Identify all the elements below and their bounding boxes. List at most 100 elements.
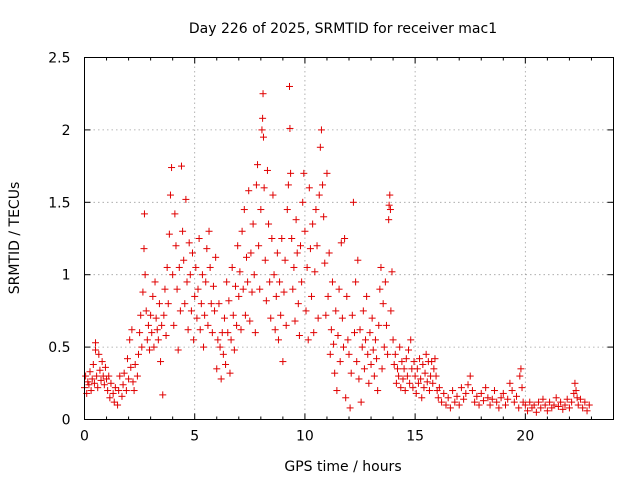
data-points — [81, 82, 593, 416]
data-point — [85, 381, 93, 389]
data-point — [431, 355, 439, 363]
data-point — [366, 329, 374, 337]
data-point — [204, 321, 212, 329]
data-point — [388, 268, 396, 276]
data-point — [271, 326, 279, 334]
data-point — [146, 346, 154, 354]
data-point — [185, 239, 193, 247]
y-tick-label: 0.5 — [48, 340, 70, 356]
data-point — [357, 398, 365, 406]
data-point — [530, 401, 538, 409]
data-point — [224, 329, 232, 337]
data-point — [212, 253, 220, 261]
data-point — [518, 384, 526, 392]
data-point — [363, 292, 371, 300]
data-point — [184, 326, 192, 334]
data-point — [583, 407, 591, 415]
data-point — [192, 263, 200, 271]
data-point — [186, 271, 194, 279]
data-point — [141, 271, 149, 279]
data-point — [105, 372, 113, 380]
data-point — [327, 326, 335, 334]
data-point — [88, 375, 96, 383]
data-point — [294, 300, 302, 308]
data-point — [247, 249, 255, 257]
data-point — [258, 126, 266, 134]
data-point — [128, 326, 136, 334]
data-point — [501, 401, 509, 409]
data-point — [565, 404, 573, 412]
data-point — [581, 398, 589, 406]
data-point — [203, 245, 211, 253]
data-point — [270, 271, 278, 279]
data-point — [513, 392, 521, 400]
data-point — [165, 230, 173, 238]
data-point — [100, 381, 108, 389]
x-tick-label: 10 — [296, 429, 314, 445]
y-tick-label: 2.5 — [48, 51, 70, 67]
data-point — [432, 372, 440, 380]
data-point — [92, 346, 100, 354]
data-point — [414, 379, 422, 387]
data-point — [170, 321, 178, 329]
data-point — [323, 169, 331, 177]
data-point — [84, 378, 92, 386]
data-point — [291, 317, 299, 325]
data-point — [515, 404, 523, 412]
data-point — [129, 378, 137, 386]
data-point — [289, 285, 297, 293]
data-point — [127, 363, 135, 371]
data-point — [238, 227, 246, 235]
data-point — [342, 394, 350, 402]
data-point — [406, 379, 414, 387]
data-point — [217, 375, 225, 383]
data-point — [573, 394, 581, 402]
data-point — [535, 398, 543, 406]
data-point — [138, 343, 146, 351]
data-point — [149, 292, 157, 300]
data-point — [391, 350, 399, 358]
data-point — [260, 184, 268, 192]
data-point — [106, 394, 114, 402]
data-point — [123, 355, 131, 363]
data-point — [355, 375, 363, 383]
data-point — [297, 242, 305, 250]
data-point — [148, 329, 156, 337]
y-tick-label: 1.5 — [48, 195, 70, 211]
data-point — [453, 392, 461, 400]
data-point — [571, 379, 579, 387]
data-point — [280, 288, 288, 296]
data-point — [380, 343, 388, 351]
data-point — [90, 379, 98, 387]
data-point — [471, 398, 479, 406]
chart-title: Day 226 of 2025, SRMTID for receiver mac… — [189, 21, 497, 37]
data-point — [425, 387, 433, 395]
data-point — [237, 326, 245, 334]
data-point — [273, 249, 281, 257]
data-point — [386, 206, 394, 214]
data-point — [215, 300, 223, 308]
data-point — [488, 395, 496, 403]
data-point — [444, 394, 452, 402]
data-point — [420, 384, 428, 392]
data-point — [360, 365, 368, 373]
data-point — [428, 358, 436, 366]
data-point — [304, 336, 312, 344]
y-tick-label: 2 — [62, 123, 71, 139]
data-point — [166, 191, 174, 199]
data-point — [265, 220, 273, 228]
data-point — [376, 285, 384, 293]
data-point — [207, 300, 215, 308]
data-point — [248, 288, 256, 296]
data-point — [413, 365, 421, 373]
data-point — [524, 407, 532, 415]
data-point — [209, 282, 217, 290]
data-point — [285, 82, 293, 90]
data-point — [272, 292, 280, 300]
data-point — [139, 288, 147, 296]
data-point — [537, 404, 545, 412]
data-point — [151, 278, 159, 286]
data-point — [574, 401, 582, 409]
data-point — [457, 384, 465, 392]
